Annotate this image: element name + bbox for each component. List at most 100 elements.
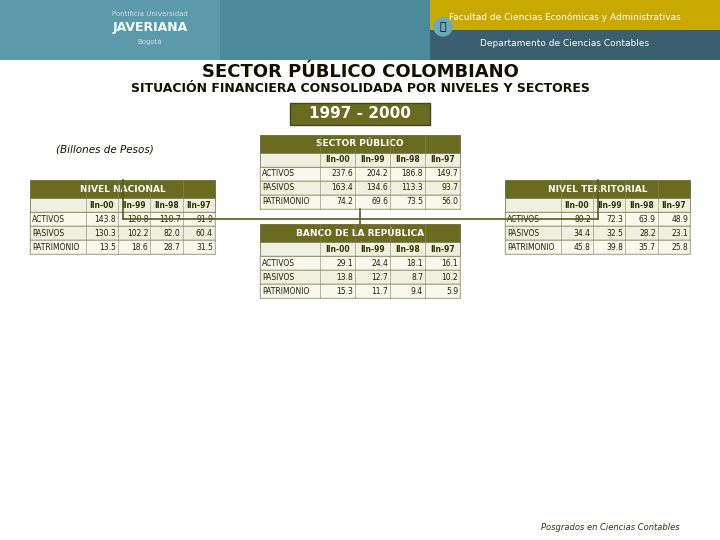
Text: ACTIVOS: ACTIVOS xyxy=(262,259,295,267)
Text: 32.5: 32.5 xyxy=(606,228,624,238)
Text: 🌐: 🌐 xyxy=(440,22,446,32)
Text: PASIVOS: PASIVOS xyxy=(262,184,294,192)
Text: 13.5: 13.5 xyxy=(99,242,116,252)
Text: Iln-98: Iln-98 xyxy=(629,200,654,210)
FancyBboxPatch shape xyxy=(505,212,690,226)
Text: Iln-99: Iln-99 xyxy=(597,200,621,210)
Text: 15.3: 15.3 xyxy=(336,287,353,295)
FancyBboxPatch shape xyxy=(260,224,460,242)
Text: 45.8: 45.8 xyxy=(574,242,591,252)
FancyBboxPatch shape xyxy=(260,153,460,167)
Text: SECTOR PÚBLICO COLOMBIANO: SECTOR PÚBLICO COLOMBIANO xyxy=(202,63,518,81)
FancyBboxPatch shape xyxy=(260,284,460,298)
Text: Bogotá: Bogotá xyxy=(138,39,162,45)
Text: JAVERIANA: JAVERIANA xyxy=(112,22,188,35)
Text: Iln-99: Iln-99 xyxy=(360,156,384,165)
Text: 28.7: 28.7 xyxy=(164,242,181,252)
Text: 18.1: 18.1 xyxy=(406,259,423,267)
Text: 1997 - 2000: 1997 - 2000 xyxy=(309,106,411,122)
Text: Iln-97: Iln-97 xyxy=(430,156,455,165)
Text: ACTIVOS: ACTIVOS xyxy=(262,170,295,179)
FancyBboxPatch shape xyxy=(260,242,460,256)
Text: 143.8: 143.8 xyxy=(94,214,116,224)
Text: 9.4: 9.4 xyxy=(411,287,423,295)
Text: Iln-00: Iln-00 xyxy=(325,156,350,165)
Text: Iln-00: Iln-00 xyxy=(89,200,114,210)
Text: 113.3: 113.3 xyxy=(401,184,423,192)
Text: 163.4: 163.4 xyxy=(331,184,353,192)
FancyBboxPatch shape xyxy=(430,0,720,30)
Text: 39.8: 39.8 xyxy=(606,242,624,252)
FancyBboxPatch shape xyxy=(430,30,720,60)
Text: PATRIMONIO: PATRIMONIO xyxy=(262,287,310,295)
FancyBboxPatch shape xyxy=(260,167,460,181)
Text: BANCO DE LA REPÚBLICA: BANCO DE LA REPÚBLICA xyxy=(296,228,424,238)
FancyBboxPatch shape xyxy=(260,256,460,270)
Text: Iln-00: Iln-00 xyxy=(564,200,589,210)
Text: 73.5: 73.5 xyxy=(406,198,423,206)
Text: 12.7: 12.7 xyxy=(372,273,388,281)
Text: PASIVOS: PASIVOS xyxy=(32,228,64,238)
Text: 130.3: 130.3 xyxy=(94,228,116,238)
Text: 18.6: 18.6 xyxy=(132,242,148,252)
Text: PASIVOS: PASIVOS xyxy=(262,273,294,281)
Text: Iln-99: Iln-99 xyxy=(360,245,384,253)
FancyBboxPatch shape xyxy=(505,240,690,254)
FancyBboxPatch shape xyxy=(0,60,720,540)
Text: 24.4: 24.4 xyxy=(371,259,388,267)
Text: Posgrados en Ciencias Contables: Posgrados en Ciencias Contables xyxy=(541,523,680,532)
Text: Iln-97: Iln-97 xyxy=(662,200,686,210)
FancyBboxPatch shape xyxy=(290,103,430,125)
Circle shape xyxy=(434,18,452,36)
Text: Departamento de Ciencias Contables: Departamento de Ciencias Contables xyxy=(480,39,649,49)
Text: 8.7: 8.7 xyxy=(411,273,423,281)
FancyBboxPatch shape xyxy=(260,270,460,284)
Text: 134.6: 134.6 xyxy=(366,184,388,192)
Text: Pontificia Universidad: Pontificia Universidad xyxy=(112,11,188,17)
Text: Iln-98: Iln-98 xyxy=(395,245,420,253)
Text: 72.3: 72.3 xyxy=(606,214,624,224)
Text: Iln-00: Iln-00 xyxy=(325,245,350,253)
Text: (Billones de Pesos): (Billones de Pesos) xyxy=(56,145,154,155)
Text: 149.7: 149.7 xyxy=(436,170,458,179)
Text: 237.6: 237.6 xyxy=(331,170,353,179)
Text: 102.2: 102.2 xyxy=(127,228,148,238)
Text: 29.1: 29.1 xyxy=(336,259,353,267)
FancyBboxPatch shape xyxy=(260,195,460,209)
FancyBboxPatch shape xyxy=(30,240,215,254)
Text: PATRIMONIO: PATRIMONIO xyxy=(507,242,554,252)
Text: 82.0: 82.0 xyxy=(164,228,181,238)
Text: 120.8: 120.8 xyxy=(127,214,148,224)
Text: 16.1: 16.1 xyxy=(441,259,458,267)
FancyBboxPatch shape xyxy=(0,0,220,60)
Text: 48.9: 48.9 xyxy=(671,214,688,224)
FancyBboxPatch shape xyxy=(30,226,215,240)
Text: Facultad de Ciencias Económicas y Administrativas: Facultad de Ciencias Económicas y Admini… xyxy=(449,12,681,22)
Text: 11.7: 11.7 xyxy=(372,287,388,295)
Text: 25.8: 25.8 xyxy=(671,242,688,252)
Text: 35.7: 35.7 xyxy=(639,242,656,252)
Text: 31.5: 31.5 xyxy=(196,242,213,252)
Text: Iln-98: Iln-98 xyxy=(154,200,179,210)
Text: SITUACIÓN FINANCIERA CONSOLIDADA POR NIVELES Y SECTORES: SITUACIÓN FINANCIERA CONSOLIDADA POR NIV… xyxy=(130,82,590,94)
Text: PASIVOS: PASIVOS xyxy=(507,228,539,238)
Text: SECTOR PÚBLICO: SECTOR PÚBLICO xyxy=(316,139,404,148)
FancyBboxPatch shape xyxy=(260,181,460,195)
Text: Iln-99: Iln-99 xyxy=(122,200,146,210)
Text: Iln-97: Iln-97 xyxy=(430,245,455,253)
Text: ACTIVOS: ACTIVOS xyxy=(32,214,65,224)
FancyBboxPatch shape xyxy=(30,212,215,226)
FancyBboxPatch shape xyxy=(505,226,690,240)
Text: Iln-98: Iln-98 xyxy=(395,156,420,165)
Text: 91.9: 91.9 xyxy=(196,214,213,224)
Text: 60.4: 60.4 xyxy=(196,228,213,238)
FancyBboxPatch shape xyxy=(260,135,460,153)
Text: 23.1: 23.1 xyxy=(671,228,688,238)
Text: 5.9: 5.9 xyxy=(446,287,458,295)
Text: PATRIMONIO: PATRIMONIO xyxy=(32,242,79,252)
Text: Iln-97: Iln-97 xyxy=(186,200,211,210)
Text: PATRIMONIO: PATRIMONIO xyxy=(262,198,310,206)
Text: 80.2: 80.2 xyxy=(574,214,591,224)
Text: NIVEL NACIONAL: NIVEL NACIONAL xyxy=(80,185,166,193)
Text: 69.6: 69.6 xyxy=(371,198,388,206)
